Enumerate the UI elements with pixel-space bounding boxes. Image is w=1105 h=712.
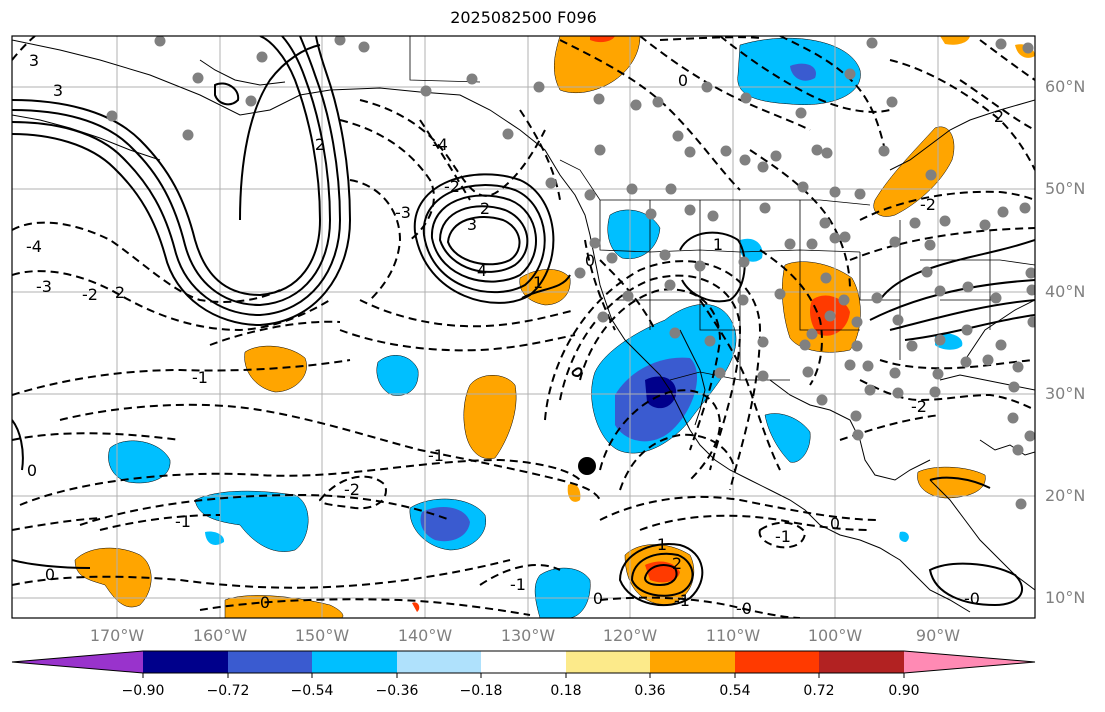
contour-label: 2 (115, 283, 125, 302)
contour-label: -2 (444, 177, 460, 196)
longitude-label: 150°W (294, 626, 350, 645)
contour-label: 2 (480, 199, 490, 218)
contour-label: -0 (736, 599, 752, 618)
gridlines (12, 36, 1035, 618)
contour-label: 0 (830, 514, 840, 533)
colorbar-segment (735, 651, 819, 673)
contour-label: 2 (672, 554, 682, 573)
latitude-label: 50°N (1045, 179, 1086, 198)
colorbar-min-extension (12, 651, 143, 673)
latitude-label: 20°N (1045, 486, 1086, 505)
colorbar-segment (143, 651, 228, 673)
negative-contours (12, 36, 1035, 618)
latitude-label: 10°N (1045, 588, 1086, 607)
contour-label: -3 (36, 277, 52, 296)
contour-label: 2 (994, 107, 1004, 126)
colorbar-tick-label: −0.90 (121, 683, 165, 699)
contour-label: -4 (432, 135, 448, 154)
contour-label: 0 (27, 461, 37, 480)
colorbar-tick-label: −0.72 (206, 683, 250, 699)
colorbar-tick-label: 0.54 (719, 683, 751, 699)
coastlines (12, 39, 1035, 613)
longitude-label: 160°W (192, 626, 248, 645)
longitude-label: 120°W (602, 626, 658, 645)
colorbar-tick-label: −0.54 (290, 683, 334, 699)
contour-label: 0 (593, 589, 603, 608)
colorbar-segment (819, 651, 904, 673)
contour-label: 2 (315, 135, 325, 154)
longitude-label: 170°W (89, 626, 145, 645)
latitude-label: 40°N (1045, 282, 1086, 301)
station-dots (106, 36, 1035, 510)
contour-label: -1 (510, 575, 526, 594)
colorbar-segment (481, 651, 566, 673)
colorbar-tick-label: 0.36 (634, 683, 666, 699)
contour-label: 3 (467, 215, 477, 234)
contour-label: 0 (585, 251, 595, 270)
longitude-label: 100°W (807, 626, 863, 645)
colorbar-tick-label: 0.72 (803, 683, 835, 699)
colorbar-tick-label: 0.90 (888, 683, 920, 699)
plot-title: 2025082500 F096 (450, 8, 597, 27)
contour-label: 0 (45, 565, 55, 584)
latitude-label: 60°N (1045, 77, 1086, 96)
colorbar-segment (228, 651, 312, 673)
contour-label: 1 (713, 235, 723, 254)
colorbar-max-extension (904, 651, 1035, 673)
latitude-label: 30°N (1045, 384, 1086, 403)
contour-label: -1 (175, 512, 191, 531)
colorbar (11, 650, 1036, 678)
colorbar-segment (312, 651, 397, 673)
colorbar-segment (397, 651, 481, 673)
contour-label: -2 (911, 397, 927, 416)
longitude-label: 90°W (915, 626, 961, 645)
contour-labels: 3 3 -4 -3 -2 2 2 -4 -3 -2 4 3 2 -1 1 -1 … (26, 51, 1004, 618)
contour-label: -2 (82, 285, 98, 304)
map-frame (11, 35, 1036, 619)
contour-label: 3 (29, 51, 39, 70)
contour-label: 3 (53, 81, 63, 100)
colorbar-segment (650, 651, 735, 673)
longitude-label: 110°W (705, 626, 761, 645)
contour-label: -4 (26, 237, 42, 256)
contour-label: -0 (964, 589, 980, 608)
contour-label: 0 (260, 593, 270, 612)
contour-label: -2 (344, 480, 360, 499)
colorbar-segment (566, 651, 650, 673)
contour-label: -1 (674, 591, 690, 610)
contour-label: 4 (477, 261, 487, 280)
contour-label: -3 (395, 203, 411, 222)
longitude-label: 140°W (397, 626, 453, 645)
storm-center-marker (578, 457, 596, 475)
longitude-label: 130°W (500, 626, 556, 645)
contour-label: 1 (657, 535, 667, 554)
contour-label: -1 (192, 368, 208, 387)
colorbar-tick-label: −0.18 (459, 683, 503, 699)
colorbar-tick-label: −0.36 (375, 683, 419, 699)
contour-label: 1 (533, 273, 543, 292)
contour-label: -2 (920, 195, 936, 214)
colorbar-tick-label: 0.18 (550, 683, 582, 699)
positive-contours (12, 36, 1035, 607)
contour-label: -1 (428, 446, 444, 465)
positive-anomaly-areas (74, 36, 1035, 618)
contour-label: -1 (775, 527, 791, 546)
contour-label: 0 (678, 71, 688, 90)
